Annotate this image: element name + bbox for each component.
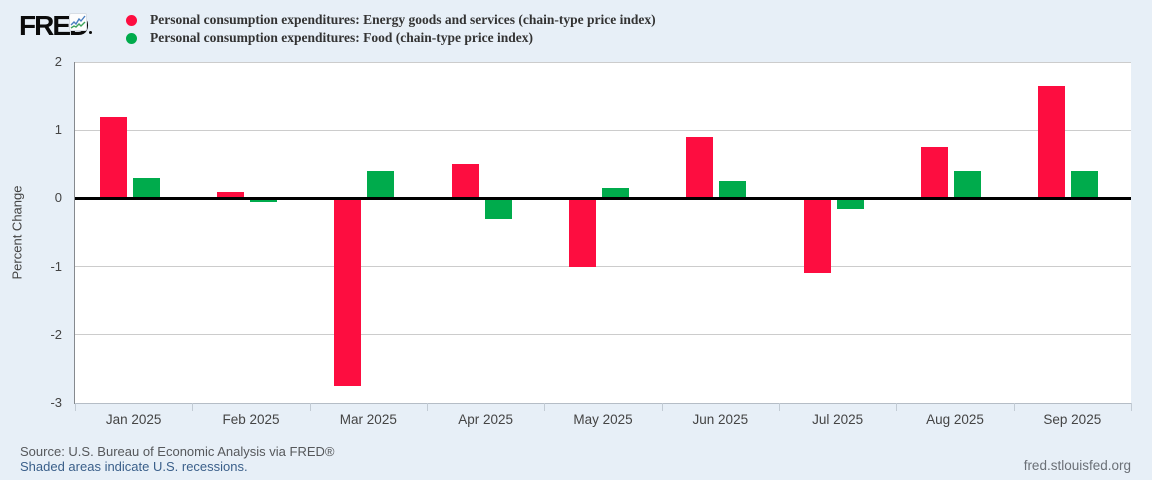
bar-food-sep-2025[interactable] <box>1071 171 1099 199</box>
bar-food-apr-2025[interactable] <box>484 198 512 219</box>
x-axis-tick-labels: Jan 2025 Feb 2025 Mar 2025 Apr 2025 May 2025… <box>75 410 1131 430</box>
x-tick-label-may-2025: May 2025 <box>573 412 633 427</box>
gridline--2 <box>75 334 1131 336</box>
food-legend-dot <box>126 32 137 44</box>
gridline--1 <box>75 266 1131 268</box>
energy-legend-dot <box>126 14 137 26</box>
y-tick-label--3: -3 <box>50 395 62 410</box>
sparkline-icon <box>69 13 87 31</box>
bar-food-jan-2025[interactable] <box>132 177 160 199</box>
bar-food-jul-2025[interactable] <box>836 198 864 209</box>
energy-legend-label: Personal consumption expenditures: Energ… <box>150 12 656 27</box>
bar-food-mar-2025[interactable] <box>367 171 395 199</box>
x-tick-label-jul-2025: Jul 2025 <box>812 412 864 427</box>
y-tick-label--1: -1 <box>50 258 62 274</box>
x-axis-tick <box>1013 403 1015 411</box>
x-tick-label-aug-2025: Aug 2025 <box>926 412 984 427</box>
x-axis-tick <box>779 403 780 411</box>
legend: Personal consumption expenditures: Energ… <box>126 11 656 47</box>
fred-site-link[interactable]: fred.stlouisfed.org <box>1023 458 1131 473</box>
bar-food-feb-2025[interactable] <box>250 198 277 202</box>
y-tick-label--2: -2 <box>50 326 62 342</box>
bar-food-aug-2025[interactable] <box>954 171 981 199</box>
bar-energy-apr-2025[interactable] <box>451 164 479 199</box>
x-axis-tick <box>1131 403 1132 411</box>
bar-energy-jun-2025[interactable] <box>686 137 714 199</box>
bar-energy-sep-2025[interactable] <box>1038 85 1066 199</box>
legend-item-food[interactable]: Personal consumption expenditures: Food … <box>126 29 656 47</box>
bar-energy-jan-2025[interactable] <box>99 116 127 199</box>
x-axis-tick <box>192 403 194 411</box>
bar-food-jun-2025[interactable] <box>719 181 747 199</box>
x-axis-tick <box>75 403 76 411</box>
x-axis-tick <box>427 403 428 411</box>
bar-energy-aug-2025[interactable] <box>921 147 948 199</box>
x-tick-label-sep-2025: Sep 2025 <box>1043 412 1102 427</box>
x-tick-label-jun-2025: Jun 2025 <box>692 412 749 427</box>
x-axis-tick <box>896 403 898 411</box>
x-tick-label-mar-2025: Mar 2025 <box>339 412 397 427</box>
gridline-2 <box>75 61 1131 63</box>
zero-line <box>75 196 1131 200</box>
x-tick-label-apr-2025: Apr 2025 <box>458 412 514 427</box>
y-axis-tick-labels: 2 1 0 -1 -2 -3 <box>0 54 62 410</box>
x-tick-label-jan-2025: Jan 2025 <box>105 412 162 427</box>
x-axis-line <box>75 403 1131 404</box>
y-tick-label-2: 2 <box>54 54 62 69</box>
plot-area <box>75 61 1131 403</box>
x-axis-tick <box>544 403 546 411</box>
y-axis-line <box>74 62 75 404</box>
bar-energy-feb-2025[interactable] <box>217 191 244 199</box>
y-tick-label-0: 0 <box>54 190 62 206</box>
bar-energy-jul-2025[interactable] <box>803 198 831 274</box>
recession-note-link[interactable]: Shaded areas indicate U.S. recessions. <box>20 459 248 474</box>
x-tick-label-feb-2025: Feb 2025 <box>222 412 280 427</box>
bar-energy-mar-2025[interactable] <box>334 198 362 386</box>
x-axis-tick <box>661 403 663 411</box>
bar-energy-may-2025[interactable] <box>569 198 596 267</box>
legend-item-energy[interactable]: Personal consumption expenditures: Energ… <box>126 11 656 29</box>
logo-trademark-dot <box>89 31 93 34</box>
bar-food-may-2025[interactable] <box>602 188 629 199</box>
x-axis-tick <box>309 403 311 411</box>
food-legend-label: Personal consumption expenditures: Food … <box>150 30 534 45</box>
gridline-1 <box>75 129 1131 131</box>
y-tick-label-1: 1 <box>54 122 62 138</box>
source-text: Source: U.S. Bureau of Economic Analysis… <box>20 444 335 459</box>
